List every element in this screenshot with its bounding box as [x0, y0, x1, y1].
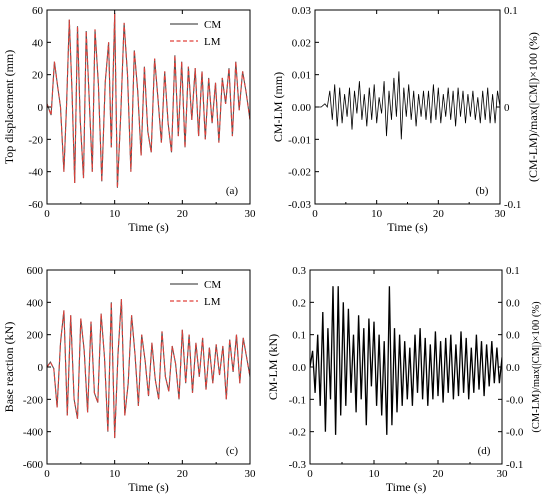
y-right-tick-label: -0.1 — [506, 459, 523, 471]
y-axis-title: Base reaction (kN) — [2, 322, 16, 413]
x-tick-label: 30 — [245, 208, 257, 220]
x-axis-title: Time (s) — [128, 220, 169, 234]
panel-a: 0 10 20 30 -60 -40 -20 0 20 40 60 Time (s) Top displ… — [2, 5, 256, 234]
x-tick-label: 10 — [369, 468, 381, 480]
y-tick-label: 0.2 — [292, 297, 306, 309]
y-tick-label: 0.0 — [292, 362, 306, 374]
y-right-tick-label: -0.0 — [506, 394, 524, 406]
y-right-tick-label: -0.1 — [504, 199, 521, 211]
series-group — [47, 13, 250, 188]
x-tick-label: 30 — [497, 468, 509, 480]
y-tick-label: -0.1 — [289, 394, 306, 406]
series-line-lm — [47, 299, 250, 439]
x-axis-title: Time (s) — [128, 480, 169, 494]
panel-b: 0 10 20 30 -0.03 -0.02 -0.01 0.00 0.01 0.02 0.03 -0… — [271, 5, 540, 234]
x-axis-title: Time (s) — [387, 220, 428, 234]
y-tick-label: 0 — [38, 362, 44, 374]
y-tick-label: -60 — [28, 199, 43, 211]
y-right-tick-label: 0 — [504, 102, 510, 114]
y-right-tick-label: 0.1 — [506, 265, 520, 277]
legend-label-lm: LM — [204, 296, 221, 308]
y-tick-label: 0.1 — [292, 330, 306, 342]
legend-label-cm: CM — [204, 279, 221, 291]
y-tick-label: 400 — [27, 297, 44, 309]
y-tick-label: 0 — [38, 102, 44, 114]
series-line-diff — [315, 71, 500, 140]
y-axis-title: CM-LM (kN) — [266, 334, 280, 400]
y-tick-label: -400 — [23, 427, 44, 439]
y-right-axis-title: (CM-LM)/max(|CM|)×100 (%) — [531, 301, 542, 433]
panel-label: (d) — [478, 445, 491, 457]
y-tick-label: -0.02 — [288, 167, 311, 179]
panel-c: 0 10 20 30 -600 -400 -200 0 200 400 600 Time (s) Bas… — [2, 265, 256, 494]
y-right-tick-label: -0.0 — [506, 427, 524, 439]
y-tick-label: 0.01 — [292, 70, 311, 82]
x-tick-label: 10 — [109, 468, 121, 480]
y-tick-label: -40 — [28, 167, 43, 179]
series-group — [310, 286, 502, 435]
y-tick-label: -0.03 — [288, 199, 311, 211]
y-right-tick-label: 0.0 — [506, 330, 520, 342]
legend-label-cm: CM — [204, 19, 221, 31]
legend-label-lm: LM — [204, 36, 221, 48]
y-axis-title: Top displacement (mm) — [2, 50, 16, 164]
y-tick-label: -0.2 — [289, 427, 306, 439]
y-tick-label: 20 — [32, 70, 44, 82]
y-tick-label: 200 — [27, 330, 44, 342]
y-tick-label: 0.02 — [292, 37, 311, 49]
y-tick-label: 60 — [32, 5, 44, 17]
x-tick-label: 10 — [109, 208, 121, 220]
y-tick-label: -0.01 — [288, 134, 311, 146]
y-right-axis-title: (CM-LM)/max(|CM|)×100 (%) — [526, 32, 540, 182]
panel-label: (c) — [226, 445, 239, 457]
x-tick-label: 10 — [371, 208, 383, 220]
y-tick-label: -200 — [23, 394, 44, 406]
x-tick-label: 0 — [312, 208, 318, 220]
y-tick-label: -0.3 — [289, 459, 307, 471]
y-right-tick-label: 0.0 — [506, 297, 520, 309]
x-tick-label: 0 — [44, 208, 50, 220]
x-tick-label: 20 — [177, 208, 189, 220]
y-right-tick-label: 0.1 — [504, 5, 518, 17]
x-tick-label: 30 — [495, 208, 507, 220]
panel-label: (b) — [476, 185, 489, 197]
x-tick-label: 0 — [44, 468, 50, 480]
y-tick-label: 0.3 — [292, 265, 306, 277]
series-line-lm — [47, 13, 250, 188]
x-tick-label: 30 — [245, 468, 257, 480]
y-axis-title: CM-LM (mm) — [271, 72, 285, 142]
y-tick-label: 0.00 — [292, 102, 312, 114]
y-tick-label: 0.03 — [292, 5, 312, 17]
y-right-tick-label: 0.0 — [506, 362, 520, 374]
y-tick-label: -600 — [23, 459, 44, 471]
x-axis-title: Time (s) — [386, 480, 427, 494]
x-tick-label: 20 — [433, 208, 445, 220]
series-line-diff — [310, 286, 502, 435]
series-group — [315, 71, 500, 140]
plot-frame — [314, 9, 501, 205]
x-tick-label: 0 — [307, 468, 313, 480]
y-tick-label: -20 — [28, 134, 43, 146]
y-tick-label: 600 — [27, 265, 44, 277]
x-tick-label: 20 — [177, 468, 189, 480]
panel-label: (a) — [226, 185, 239, 197]
series-group — [47, 299, 250, 439]
panel-d: 0 10 20 30 -0.3 -0.2 -0.1 0.0 0.1 0.2 0.3 -0.1 -0.0 -… — [266, 265, 542, 494]
x-tick-label: 20 — [433, 468, 445, 480]
y-tick-label: 40 — [32, 37, 44, 49]
